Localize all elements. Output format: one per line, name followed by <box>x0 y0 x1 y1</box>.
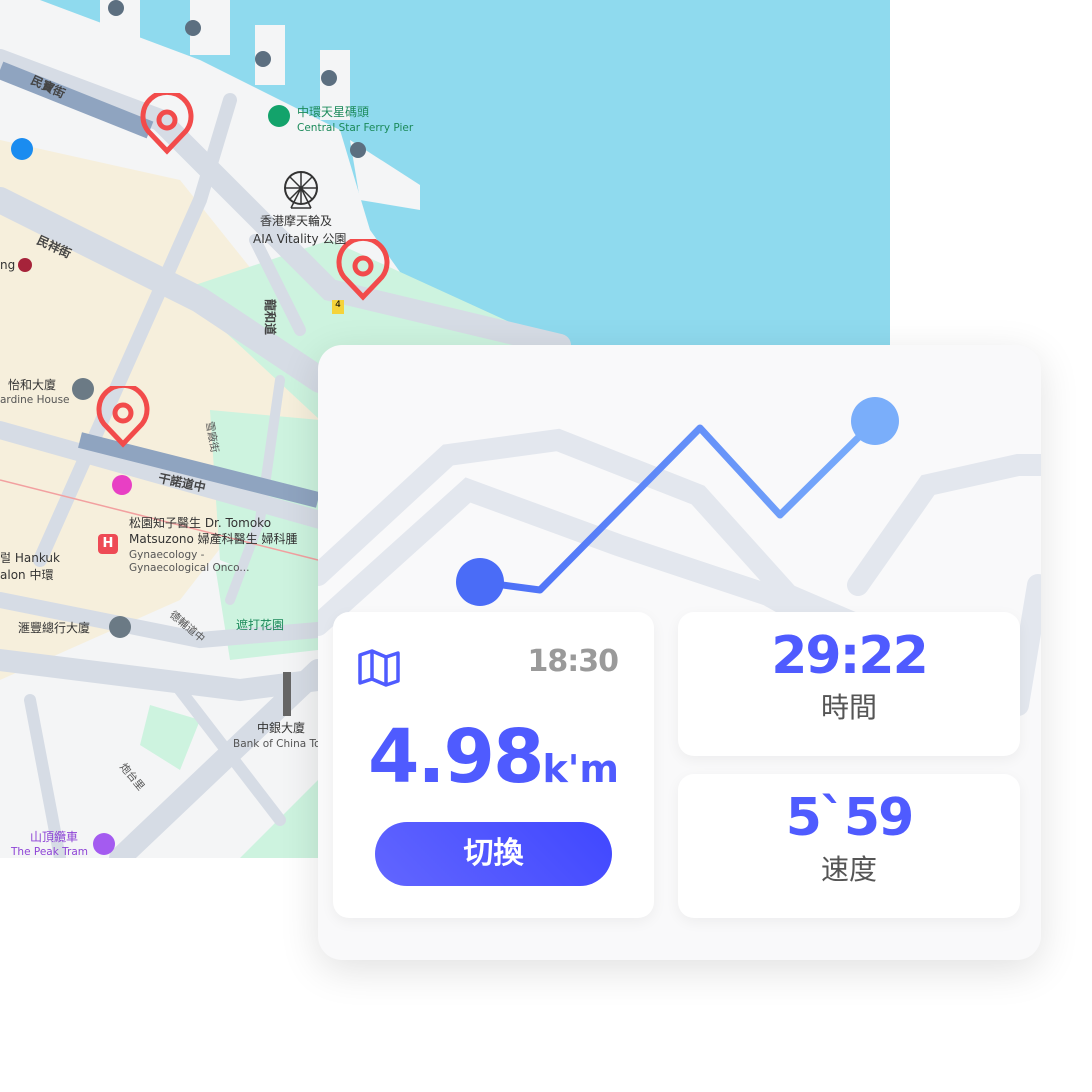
landmark-icon[interactable] <box>109 616 131 638</box>
place-label: The Peak Tram <box>11 846 88 858</box>
ferry-icon[interactable] <box>268 105 290 127</box>
distance-card: 18:30 4.98k'm 切換 <box>333 612 654 918</box>
place-label: 松園知子醫生 Dr. Tomoko <box>129 516 272 530</box>
distance-unit: k'm <box>542 747 620 791</box>
distance-number: 4.98 <box>367 714 545 800</box>
place-label: Gynaecological Onco... <box>129 562 250 574</box>
place-label: 遮打花園 <box>236 618 285 632</box>
duration-label: 時間 <box>820 691 877 724</box>
place-label: 中銀大廈 <box>257 721 306 735</box>
place-label: ng <box>0 258 16 272</box>
route-start-marker <box>456 558 504 606</box>
place-label: Central Star Ferry Pier <box>297 122 414 134</box>
route-line <box>479 418 878 594</box>
location-pin-icon[interactable] <box>96 386 150 448</box>
place-label: 怡和大廈 <box>8 378 57 392</box>
landmark-icon[interactable] <box>72 378 94 400</box>
run-summary-panel: 18:30 4.98k'm 切換 29:22 時間 5`59 速度 <box>318 345 1041 960</box>
location-pin-icon[interactable] <box>336 239 390 301</box>
place-label: Matsuzono 婦產科醫生 婦科腫 <box>129 532 298 546</box>
duration-value: 29:22 <box>771 626 929 686</box>
duration-card: 29:22 時間 <box>678 612 1020 756</box>
route-chart <box>318 397 1041 716</box>
hospital-icon[interactable]: H <box>98 534 118 554</box>
place-label: 山頂纜車 <box>30 830 79 844</box>
pace-card: 5`59 速度 <box>678 774 1020 918</box>
map-icon[interactable] <box>358 649 400 687</box>
place-label: 香港摩天輪及 <box>260 214 333 228</box>
pace-value: 5`59 <box>785 788 915 848</box>
place-label: ardine House <box>0 394 70 406</box>
distance-value: 4.98k'm <box>333 712 654 814</box>
place-label: alon 中環 <box>0 568 54 582</box>
bank-tower-icon <box>283 672 291 716</box>
place-label: 滙豐總行大廈 <box>18 621 91 635</box>
route-shield: 4 <box>332 300 344 314</box>
tram-icon[interactable] <box>93 833 115 855</box>
ferry-pier-icons <box>108 0 366 158</box>
location-pin-icon[interactable] <box>140 93 194 155</box>
place-label: 中環天星碼頭 <box>297 105 370 119</box>
shopping-icon[interactable] <box>11 138 33 160</box>
place-label: AIA Vitality 公園 <box>253 232 347 246</box>
route-end-marker <box>851 397 899 445</box>
pace-label: 速度 <box>820 853 877 886</box>
place-label: Bank of China To <box>233 738 321 750</box>
harbour-water <box>40 0 890 345</box>
hotel-icon[interactable] <box>112 475 132 495</box>
time-of-day: 18:30 <box>527 644 619 679</box>
place-label: 럴 Hankuk <box>0 551 60 565</box>
switch-button[interactable]: 切換 <box>375 822 612 886</box>
ferris-wheel-icon <box>284 171 318 209</box>
place-label: Gynaecology - <box>129 549 205 561</box>
mtr-icon[interactable] <box>18 258 32 272</box>
street-label: 龍和道 <box>263 298 278 336</box>
